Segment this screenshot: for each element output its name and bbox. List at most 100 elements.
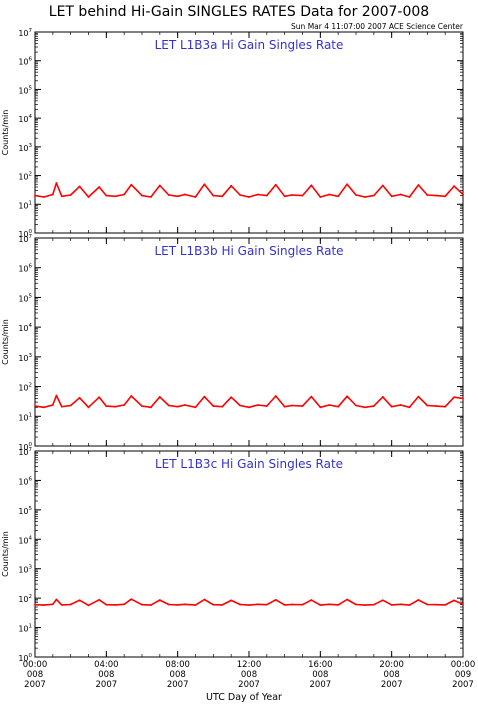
data-point [283,603,286,606]
y-tick-label: 104 [18,114,32,124]
y-tick-label: 102 [18,383,32,393]
data-point [130,598,133,601]
data-point [230,599,233,602]
data-point [274,183,277,186]
data-point [51,603,54,606]
x-tick-label: 2007 [381,680,403,690]
x-tick-label: 009 [455,670,471,680]
data-point [337,603,340,606]
y-tick-label: 101 [18,624,32,634]
y-tick-label: 104 [18,535,32,545]
data-point [158,599,161,601]
panel-frame [34,31,464,234]
panel-title: LET L1B3a Hi Gain Singles Rate [155,38,344,52]
data-point [114,603,117,606]
data-point [221,195,224,198]
data-point [426,194,429,196]
data-point [183,193,186,196]
x-tick-label: 008 [27,670,43,680]
data-point [212,603,215,606]
data-point [55,394,58,397]
data-point [212,405,215,408]
data-point [346,598,348,601]
x-tick-label: 008 [241,670,257,680]
data-point [87,196,90,198]
data-point [239,603,241,606]
x-axis-tick-labels: 00:00008200704:00008200708:00008200712:0… [23,660,476,690]
data-point [123,603,126,606]
data-point [372,405,375,408]
data-point [453,185,455,187]
data-point [399,193,402,196]
data-point [337,405,340,408]
data-point [69,603,72,606]
data-point [417,395,420,398]
data-point [328,404,331,406]
y-tick-label: 107 [18,234,32,244]
data-point [310,184,313,187]
x-tick-label: 2007 [452,680,474,690]
x-tick-label: 16:00 [308,660,333,670]
y-tick-label: 107 [18,447,32,457]
data-point [408,196,411,198]
data-point [462,603,464,606]
data-point [203,598,206,601]
y-tick-label: 106 [18,476,32,486]
data-point [337,195,340,198]
y-tick-label: 104 [18,323,32,333]
y-tick-label: 103 [18,565,32,575]
data-point [60,195,63,198]
data-point [176,405,179,408]
data-point [248,604,250,607]
y-tick-label: 103 [18,353,32,363]
y-tick-label: 102 [18,594,32,604]
data-point [167,404,170,407]
data-point [230,184,233,187]
data-point [78,185,81,188]
panels: 100 101 102 103 104 105 106 107 LET L1B3a Hi Gai… [1,28,464,663]
panel-1: 100 101 102 103 104 105 106 107 LET L1B3a Hi Gai… [1,28,464,239]
y-tick-label: 105 [18,506,32,516]
y-tick-label: 106 [18,57,32,67]
data-point [158,395,161,398]
data-point [462,193,464,196]
data-point [105,603,108,606]
data-point [194,406,197,409]
data-point [114,195,117,198]
y-tick-label: 100 [18,653,32,663]
data-point [69,404,72,407]
x-tick-label: 2007 [238,680,260,690]
data-point [98,186,101,188]
data-point [301,194,304,197]
y-tick-label: 105 [18,293,32,303]
panel-title: LET L1B3c Hi Gain Singles Rate [155,457,343,471]
data-point [176,603,179,606]
data-point [183,603,186,606]
y-axis-label: Counts/min [1,531,10,577]
data-point [355,603,357,606]
y-tick-label: 106 [18,264,32,274]
data-point [364,196,366,198]
data-point [301,603,304,606]
data-point [150,406,152,409]
data-point [283,405,286,408]
data-point [43,196,45,198]
timestamp: Sun Mar 4 11:07:00 2007 ACE Science Cent… [291,22,464,31]
data-point [390,405,393,408]
chart-title: LET behind Hi-Gain SINGLES RATES Data fo… [49,4,429,20]
panel-3: 100 101 102 103 104 105 106 107 LET L1B3c Hi Gai… [1,447,464,663]
data-point [372,194,375,197]
data-point [78,599,81,602]
data-point [290,404,293,407]
data-point [257,603,259,606]
data-point [426,603,429,606]
data-point [265,603,268,606]
data-point [310,599,313,601]
data-point [435,603,438,606]
data-point [98,396,101,399]
data-point [364,604,366,607]
data-point [417,599,420,601]
data-point [105,194,108,197]
x-tick-label: 008 [170,670,186,680]
x-tick-label: 20:00 [379,660,404,670]
